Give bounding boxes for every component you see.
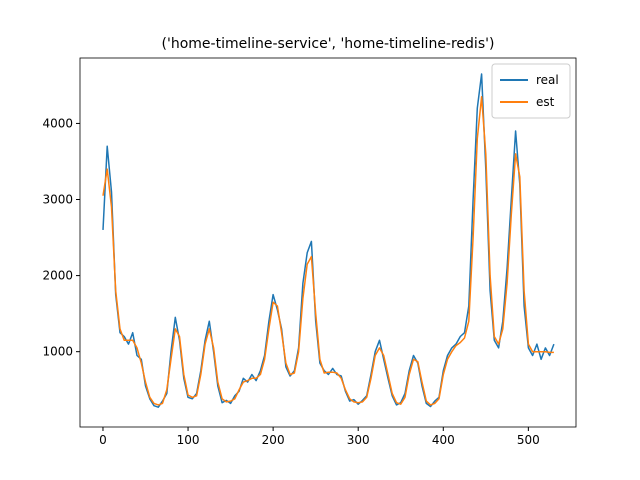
y-tick-label: 2000	[42, 269, 73, 283]
y-tick-label: 4000	[42, 116, 73, 130]
x-tick-label: 200	[262, 433, 285, 447]
x-tick-label: 400	[432, 433, 455, 447]
legend-box	[491, 63, 571, 119]
x-tick-label: 500	[517, 433, 540, 447]
x-tick-label: 100	[177, 433, 200, 447]
legend-label: est	[536, 95, 555, 109]
x-tick-label: 300	[347, 433, 370, 447]
plot-frame	[79, 57, 577, 428]
legend-label: real	[536, 73, 559, 87]
series-line	[102, 96, 554, 406]
y-tick-label: 3000	[42, 193, 73, 207]
x-tick-label: 0	[99, 433, 107, 447]
chart-title: ('home-timeline-service', 'home-timeline…	[162, 36, 495, 52]
y-tick-label: 1000	[42, 345, 73, 359]
